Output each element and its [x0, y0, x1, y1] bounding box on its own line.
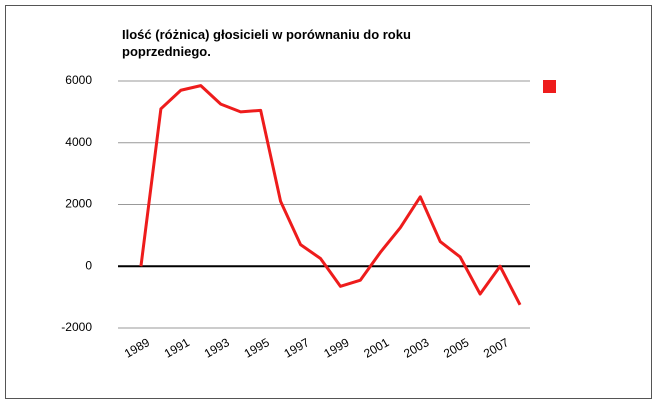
- x-tick-label: 2003: [401, 335, 431, 361]
- x-tick-label: 1993: [202, 335, 232, 361]
- y-tick-label: 4000: [65, 135, 92, 149]
- frame: [5, 5, 652, 399]
- x-tick-label: 2005: [441, 335, 471, 361]
- y-tick-label: 2000: [65, 197, 92, 211]
- x-tick-label: 1995: [242, 335, 272, 361]
- chart-title: Ilość (różnica) głosicieli w porównaniu …: [122, 27, 411, 59]
- y-tick-label: 0: [85, 258, 92, 272]
- x-tick-label: 1989: [122, 335, 152, 361]
- series-line: [139, 84, 522, 306]
- x-tick-label: 2007: [481, 335, 511, 361]
- x-tick-label: 1991: [162, 335, 192, 361]
- y-tick-label: 6000: [65, 73, 92, 87]
- y-tick-label: -2000: [61, 320, 92, 334]
- x-tick-label: 1997: [282, 335, 312, 361]
- legend-swatch: [543, 80, 556, 93]
- x-tick-label: 2001: [361, 335, 391, 361]
- x-tick-label: 1999: [321, 335, 351, 361]
